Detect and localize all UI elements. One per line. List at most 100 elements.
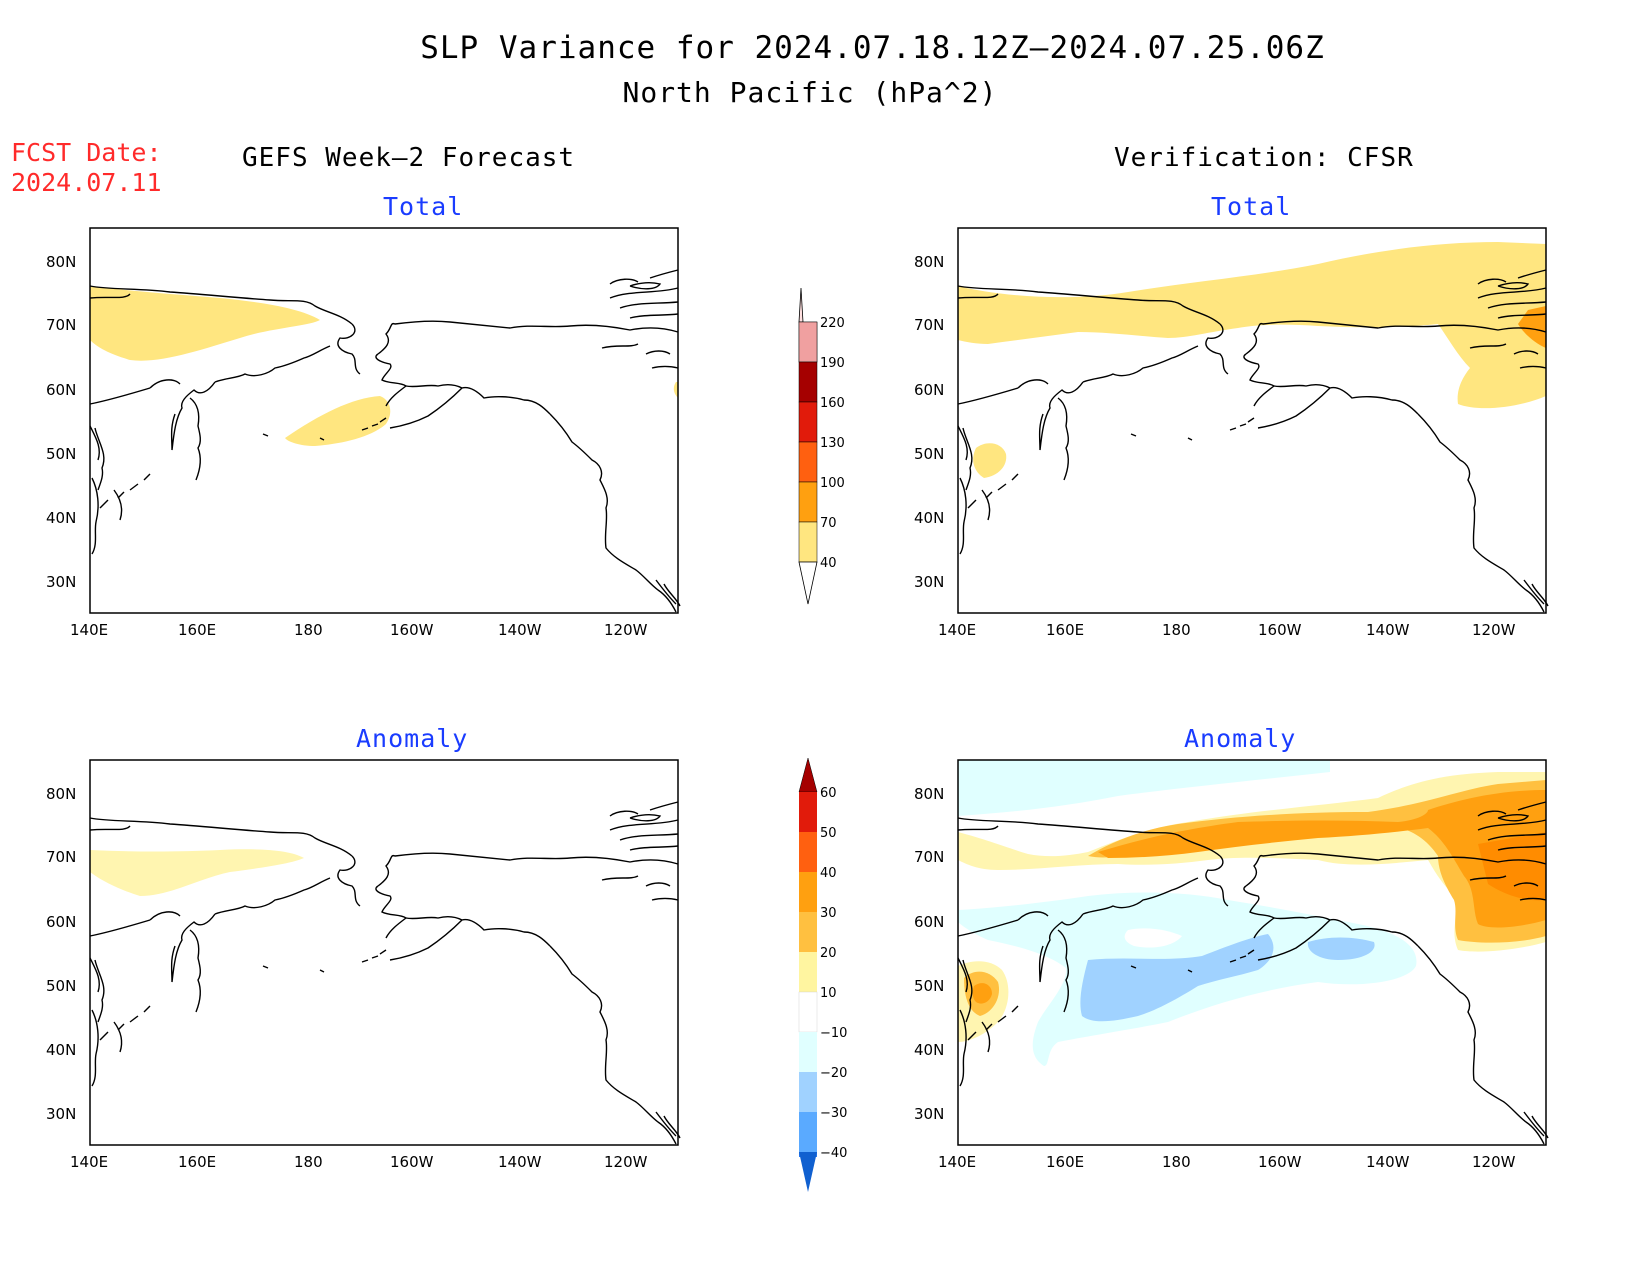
panel-title-forecast-anomaly: Anomaly xyxy=(356,724,469,753)
column-title-forecast: GEFS Week–2 Forecast xyxy=(242,143,576,173)
svg-text:190: 190 xyxy=(820,356,845,371)
svg-text:140W: 140W xyxy=(498,621,542,639)
total-variance-area xyxy=(973,443,1007,478)
svg-text:40N: 40N xyxy=(46,509,76,527)
anomaly-negative-area xyxy=(1307,937,1375,960)
svg-text:40: 40 xyxy=(820,866,837,881)
svg-text:180: 180 xyxy=(1162,621,1191,639)
colorbar-swatch xyxy=(799,792,817,832)
fcst-date-label: FCST Date: xyxy=(11,138,162,167)
svg-text:40N: 40N xyxy=(914,1041,944,1059)
title-text: SLP Variance for 2024.07.18.12Z–2024.07.… xyxy=(420,30,1325,66)
total-variance-peak xyxy=(1518,306,1546,348)
svg-text:50N: 50N xyxy=(914,977,944,995)
svg-text:160W: 160W xyxy=(390,1153,434,1171)
svg-text:160E: 160E xyxy=(1046,621,1084,639)
svg-text:130: 130 xyxy=(820,436,845,451)
colorbar-swatch xyxy=(798,441,818,483)
anomaly-positive-area xyxy=(1098,790,1546,928)
svg-text:30: 30 xyxy=(820,906,837,921)
svg-text:140E: 140E xyxy=(70,1153,108,1171)
colorbar-swatch xyxy=(798,521,818,563)
svg-text:−10: −10 xyxy=(820,1026,847,1041)
svg-text:30N: 30N xyxy=(914,573,944,591)
svg-text:120W: 120W xyxy=(1472,1153,1516,1171)
subtitle-text: North Pacific (hPa^2) xyxy=(622,76,998,109)
total-variance-area xyxy=(285,396,391,446)
colorbar-swatch xyxy=(798,481,818,523)
svg-text:180: 180 xyxy=(294,621,323,639)
colorbar-swatch xyxy=(798,401,818,443)
colorbar-total: 220 190 160 130 100 70 40 xyxy=(798,287,845,605)
svg-text:40N: 40N xyxy=(46,1041,76,1059)
column-title-verification: Verification: CFSR xyxy=(1114,143,1414,173)
lon-axis: 140E 160E 180 160W 140W 120W xyxy=(938,621,1516,639)
svg-text:160E: 160E xyxy=(1046,1153,1084,1171)
lat-axis: 80N 70N 60N 50N 40N 30N xyxy=(914,785,944,1123)
svg-text:160E: 160E xyxy=(178,621,216,639)
svg-text:70N: 70N xyxy=(914,848,944,866)
svg-text:80N: 80N xyxy=(914,785,944,803)
map-verification-anomaly: 80N 70N 60N 50N 40N 30N 140E 160E 180 16… xyxy=(914,759,1549,1171)
svg-text:60N: 60N xyxy=(914,913,944,931)
svg-text:−20: −20 xyxy=(820,1066,847,1081)
svg-text:60N: 60N xyxy=(46,913,76,931)
svg-text:60N: 60N xyxy=(46,381,76,399)
page-subtitle: North Pacific (hPa^2) xyxy=(0,76,1650,109)
svg-text:30N: 30N xyxy=(46,1105,76,1123)
svg-text:180: 180 xyxy=(1162,1153,1191,1171)
fcst-date-block: FCST Date: 2024.07.11 xyxy=(11,138,162,198)
total-variance-area xyxy=(90,286,320,361)
colorbar-swatch xyxy=(799,872,817,912)
svg-text:120W: 120W xyxy=(1472,621,1516,639)
svg-text:140E: 140E xyxy=(938,621,976,639)
svg-text:70N: 70N xyxy=(914,316,944,334)
lon-axis: 140E 160E 180 160W 140W 120W xyxy=(938,1153,1516,1171)
colorbar-swatch xyxy=(799,832,817,872)
svg-text:30N: 30N xyxy=(46,573,76,591)
svg-text:120W: 120W xyxy=(604,1153,648,1171)
svg-text:160W: 160W xyxy=(390,621,434,639)
svg-text:70N: 70N xyxy=(46,316,76,334)
svg-text:40N: 40N xyxy=(914,509,944,527)
svg-text:50: 50 xyxy=(820,826,837,841)
colorbar-labels: 220 190 160 130 100 70 40 xyxy=(820,316,845,571)
svg-text:70: 70 xyxy=(820,516,837,531)
anomaly-positive-area xyxy=(90,849,304,896)
anomaly-negative-area xyxy=(958,760,1330,816)
svg-text:160: 160 xyxy=(820,396,845,411)
svg-text:140E: 140E xyxy=(70,621,108,639)
lat-axis: 80N 70N 60N 50N 40N 30N xyxy=(46,785,76,1123)
svg-text:20: 20 xyxy=(820,946,837,961)
svg-text:140W: 140W xyxy=(1366,1153,1410,1171)
map-forecast-anomaly: 80N 70N 60N 50N 40N 30N 140E 160E 180 16… xyxy=(46,759,681,1171)
svg-text:100: 100 xyxy=(820,476,845,491)
colorbar-swatch xyxy=(798,321,818,363)
colorbar-swatch xyxy=(799,912,817,952)
fcst-date-value: 2024.07.11 xyxy=(11,168,162,197)
svg-text:180: 180 xyxy=(294,1153,323,1171)
colorbar-swatch xyxy=(799,1072,817,1112)
svg-text:70N: 70N xyxy=(46,848,76,866)
svg-text:140W: 140W xyxy=(498,1153,542,1171)
svg-text:140W: 140W xyxy=(1366,621,1410,639)
panel-title-verification-total: Total xyxy=(1211,192,1292,221)
page-title: SLP Variance for 2024.07.18.12Z–2024.07.… xyxy=(0,30,1650,66)
svg-text:160W: 160W xyxy=(1258,1153,1302,1171)
svg-text:30N: 30N xyxy=(914,1105,944,1123)
lat-axis: 80N 70N 60N 50N 40N 30N xyxy=(46,253,76,591)
svg-text:50N: 50N xyxy=(46,445,76,463)
svg-text:60: 60 xyxy=(820,786,837,801)
anomaly-negative-area xyxy=(1080,934,1274,1022)
svg-text:220: 220 xyxy=(820,316,845,331)
lon-axis: 140E 160E 180 160W 140W 120W xyxy=(70,621,648,639)
svg-text:160W: 160W xyxy=(1258,621,1302,639)
svg-text:−30: −30 xyxy=(820,1106,847,1121)
colorbar-anomaly: 60 50 40 30 20 10 −10 −20 −30 −40 xyxy=(798,757,847,1192)
svg-text:50N: 50N xyxy=(914,445,944,463)
colorbar-swatch xyxy=(799,1032,817,1072)
panel-title-forecast-total: Total xyxy=(383,192,464,221)
svg-text:60N: 60N xyxy=(914,381,944,399)
svg-text:10: 10 xyxy=(820,986,837,1001)
svg-text:160E: 160E xyxy=(178,1153,216,1171)
